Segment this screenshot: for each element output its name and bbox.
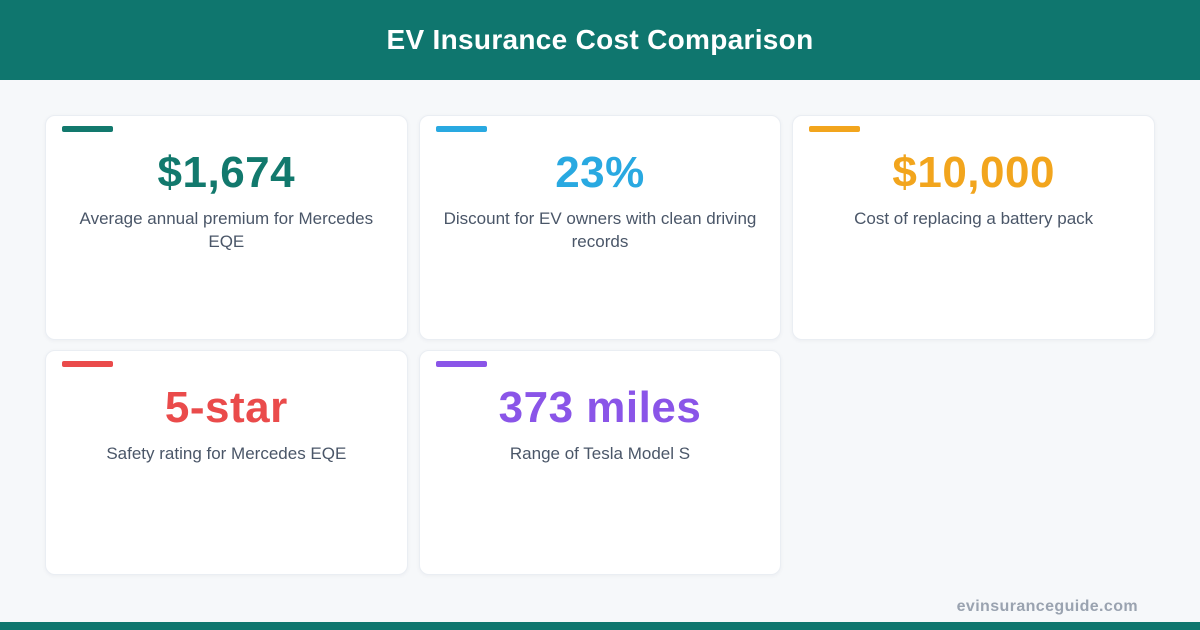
stat-card-grid: $1,674 Average annual premium for Merced… xyxy=(45,115,1155,575)
stat-value: $10,000 xyxy=(892,148,1055,197)
stat-card-premium: $1,674 Average annual premium for Merced… xyxy=(45,115,408,340)
stat-label: Average annual premium for Mercedes EQE xyxy=(79,209,374,252)
card-accent-bar xyxy=(62,126,113,132)
stat-label: Discount for EV owners with clean drivin… xyxy=(443,209,757,252)
bottom-accent-bar xyxy=(0,622,1200,630)
site-url: evinsuranceguide.com xyxy=(956,598,1138,615)
page-title: EV Insurance Cost Comparison xyxy=(386,24,814,55)
stat-label: Cost of replacing a battery pack xyxy=(854,209,1094,229)
stat-card-safety-rating: 5-star Safety rating for Mercedes EQE xyxy=(45,350,408,575)
stat-card-battery-cost: $10,000 Cost of replacing a battery pack xyxy=(792,115,1155,340)
stat-value: 373 miles xyxy=(498,383,702,432)
stat-label: Safety rating for Mercedes EQE xyxy=(106,444,347,464)
stat-card-range: 373 miles Range of Tesla Model S xyxy=(418,350,782,575)
card-accent-bar xyxy=(435,126,487,132)
stat-value: 23% xyxy=(555,148,645,197)
stat-value: 5-star xyxy=(164,383,288,432)
header-bar: EV Insurance Cost Comparison xyxy=(0,0,1200,80)
card-accent-bar xyxy=(62,361,113,367)
stat-card-discount: 23% Discount for EV owners with clean dr… xyxy=(418,115,782,340)
stat-value: $1,674 xyxy=(157,148,296,197)
card-accent-bar xyxy=(435,361,487,367)
card-accent-bar xyxy=(809,126,861,132)
stat-label: Range of Tesla Model S xyxy=(509,444,691,464)
